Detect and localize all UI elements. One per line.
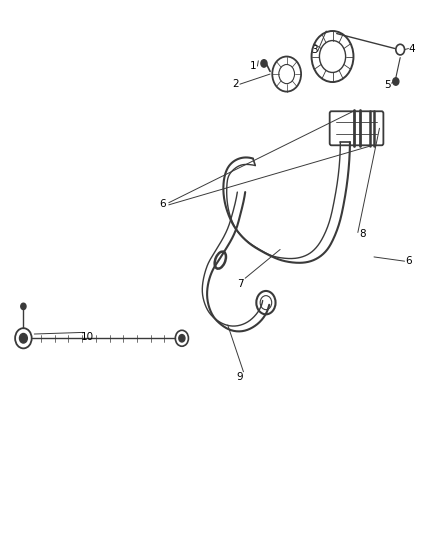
Circle shape: [261, 60, 267, 67]
Text: 6: 6: [159, 199, 166, 209]
Text: 9: 9: [237, 372, 243, 382]
Text: 3: 3: [311, 45, 318, 54]
Text: 4: 4: [409, 44, 415, 53]
Text: 2: 2: [232, 79, 239, 89]
Circle shape: [179, 335, 185, 342]
Circle shape: [393, 78, 399, 85]
Text: 7: 7: [237, 279, 243, 288]
Circle shape: [19, 334, 27, 343]
Text: 5: 5: [384, 80, 390, 90]
Text: 10: 10: [81, 332, 94, 342]
Text: 6: 6: [406, 256, 412, 266]
Circle shape: [21, 303, 26, 310]
Text: 1: 1: [250, 61, 256, 71]
Text: 8: 8: [359, 229, 366, 239]
